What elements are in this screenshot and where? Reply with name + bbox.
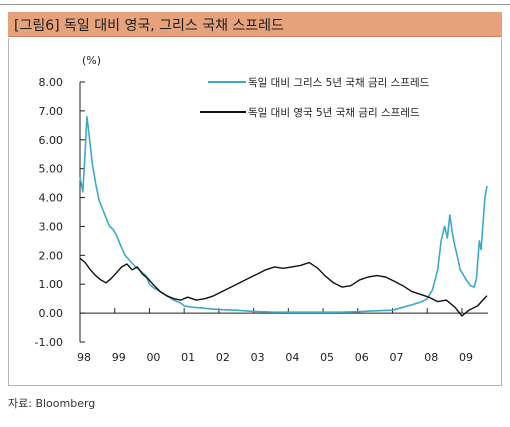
y-tick-label: 5.00 [39, 163, 64, 176]
y-tick-label: 0.00 [39, 307, 64, 320]
x-tick-label: 99 [112, 351, 126, 364]
x-tick-label: 98 [77, 351, 91, 364]
y-tick-label: 8.00 [39, 76, 64, 89]
legend-label: 독일 대비 영국 5년 국채 금리 스프레드 [248, 106, 420, 119]
x-tick-label: 05 [320, 351, 334, 364]
chart-frame [8, 38, 502, 386]
y-tick-label: 4.00 [39, 192, 64, 205]
legend-label: 독일 대비 그리스 5년 국채 금리 스프레드 [248, 76, 430, 89]
x-tick-label: 01 [181, 351, 195, 364]
title-banner: [그림6] 독일 대비 영국, 그리스 국채 스프레드 [8, 12, 502, 37]
axes-group: (%) 8.00 7.00 6.00 5.00 4.00 3.00 2.00 1.00 0.00 -… [35, 54, 488, 364]
series-group [79, 115, 488, 317]
source-note: 자료: Bloomberg [8, 397, 96, 410]
x-tick-label: 07 [390, 351, 404, 364]
x-tick-label: 00 [146, 351, 160, 364]
y-tick-label: 6.00 [39, 134, 64, 147]
series-line-uk [79, 257, 488, 317]
y-tick-label: -1.00 [35, 336, 63, 349]
y-tick-label: 2.00 [39, 249, 64, 262]
x-tick-label: 08 [424, 351, 438, 364]
x-tick-label: 06 [355, 351, 369, 364]
y-unit-label: (%) [82, 54, 101, 67]
header-rule [0, 4, 510, 5]
y-tick-label: 3.00 [39, 220, 64, 233]
x-tick-label: 02 [216, 351, 230, 364]
y-tick-label: 7.00 [39, 105, 64, 118]
y-tick-label: 1.00 [39, 278, 64, 291]
figure-title: [그림6] 독일 대비 영국, 그리스 국채 스프레드 [14, 18, 284, 34]
series-line-greece [79, 115, 488, 313]
x-tick-label: 04 [285, 351, 299, 364]
x-tick-label: 03 [251, 351, 265, 364]
x-tick-label: 09 [459, 351, 473, 364]
